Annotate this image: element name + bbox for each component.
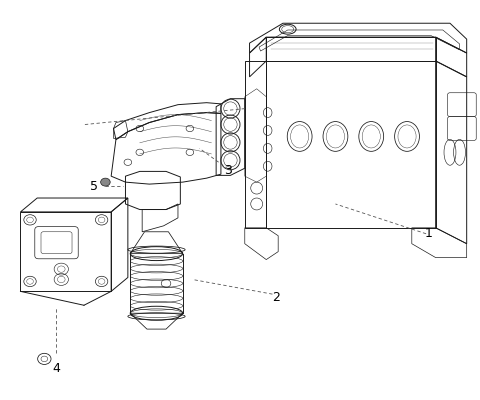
Text: 1: 1 [425, 227, 432, 240]
Text: 5: 5 [90, 180, 98, 192]
Text: 3: 3 [224, 164, 232, 177]
Circle shape [101, 178, 110, 186]
Text: 2: 2 [272, 291, 280, 304]
Text: 4: 4 [52, 362, 60, 375]
